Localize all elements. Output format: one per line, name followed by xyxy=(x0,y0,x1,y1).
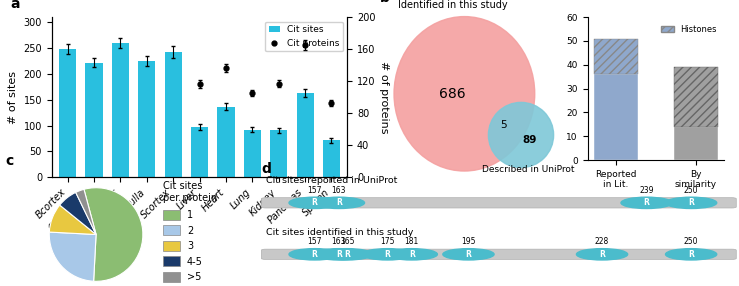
Text: 175: 175 xyxy=(381,237,395,246)
Text: >5: >5 xyxy=(187,272,201,282)
Text: 2: 2 xyxy=(187,226,193,236)
Text: R: R xyxy=(344,250,350,259)
Text: 157: 157 xyxy=(307,237,322,246)
Y-axis label: # of proteins: # of proteins xyxy=(379,61,389,134)
Text: 163: 163 xyxy=(332,237,346,246)
Text: 181: 181 xyxy=(405,237,419,246)
Ellipse shape xyxy=(394,17,535,171)
FancyBboxPatch shape xyxy=(163,241,180,251)
Text: 5: 5 xyxy=(500,120,507,130)
Text: 250: 250 xyxy=(684,186,698,194)
Text: Identified in this study: Identified in this study xyxy=(398,0,507,10)
Text: R: R xyxy=(644,198,650,207)
Circle shape xyxy=(666,197,717,208)
Text: R: R xyxy=(409,250,415,259)
Text: 228: 228 xyxy=(595,237,609,246)
Bar xyxy=(674,127,718,160)
Legend: Cit sites, Cit proteins: Cit sites, Cit proteins xyxy=(265,22,343,51)
Wedge shape xyxy=(60,192,96,235)
Bar xyxy=(217,107,234,177)
Wedge shape xyxy=(84,188,143,281)
Text: 250: 250 xyxy=(684,237,698,246)
Text: Cit sites
per protein: Cit sites per protein xyxy=(163,181,217,203)
Text: R: R xyxy=(466,250,471,259)
Text: a: a xyxy=(10,0,20,11)
Bar xyxy=(59,49,76,177)
Wedge shape xyxy=(50,205,96,235)
Text: b: b xyxy=(381,0,390,5)
Bar xyxy=(674,67,718,127)
Circle shape xyxy=(386,249,437,260)
Bar xyxy=(270,130,287,177)
FancyBboxPatch shape xyxy=(163,256,180,266)
Text: R: R xyxy=(312,250,318,259)
Text: 1: 1 xyxy=(187,210,193,220)
Bar xyxy=(323,140,340,177)
Circle shape xyxy=(576,249,627,260)
Text: 3: 3 xyxy=(187,241,193,251)
Text: 239: 239 xyxy=(639,186,654,194)
Bar xyxy=(593,39,638,74)
Circle shape xyxy=(313,197,364,208)
Text: 4-5: 4-5 xyxy=(187,257,202,267)
Text: Described in UniProt: Described in UniProt xyxy=(482,166,574,174)
Legend: Histones: Histones xyxy=(658,21,720,37)
Bar xyxy=(165,52,182,177)
Text: R: R xyxy=(599,250,605,259)
Text: c: c xyxy=(6,154,14,168)
Text: 195: 195 xyxy=(461,237,476,246)
Bar xyxy=(112,43,129,177)
Text: R: R xyxy=(688,250,694,259)
Circle shape xyxy=(621,197,672,208)
Bar xyxy=(86,63,103,177)
Circle shape xyxy=(443,249,494,260)
Wedge shape xyxy=(50,232,96,281)
Circle shape xyxy=(321,249,372,260)
Bar xyxy=(296,93,313,177)
Text: 165: 165 xyxy=(340,237,354,246)
Text: d: d xyxy=(262,162,271,176)
Bar xyxy=(244,130,261,177)
Text: 163: 163 xyxy=(332,186,346,194)
Circle shape xyxy=(289,249,340,260)
FancyBboxPatch shape xyxy=(262,198,736,208)
Text: R: R xyxy=(384,250,390,259)
FancyBboxPatch shape xyxy=(163,210,180,220)
Circle shape xyxy=(313,249,364,260)
Bar xyxy=(593,74,638,160)
Circle shape xyxy=(488,102,554,168)
Wedge shape xyxy=(75,189,96,235)
FancyBboxPatch shape xyxy=(163,225,180,235)
Circle shape xyxy=(362,249,413,260)
Circle shape xyxy=(289,197,340,208)
Text: R: R xyxy=(312,198,318,207)
Bar xyxy=(191,127,208,177)
Text: Cit sites reported in UniProt: Cit sites reported in UniProt xyxy=(266,176,398,185)
Text: 157: 157 xyxy=(307,186,322,194)
Text: 89: 89 xyxy=(522,135,537,145)
Text: Cit sites identified in this study: Cit sites identified in this study xyxy=(266,228,413,237)
Circle shape xyxy=(666,249,717,260)
FancyBboxPatch shape xyxy=(262,249,736,259)
FancyBboxPatch shape xyxy=(163,272,180,282)
Y-axis label: # of sites: # of sites xyxy=(8,71,18,124)
Text: R: R xyxy=(336,250,342,259)
Text: R: R xyxy=(336,198,342,207)
Text: 686: 686 xyxy=(439,87,466,101)
Bar xyxy=(138,61,155,177)
Text: R: R xyxy=(688,198,694,207)
